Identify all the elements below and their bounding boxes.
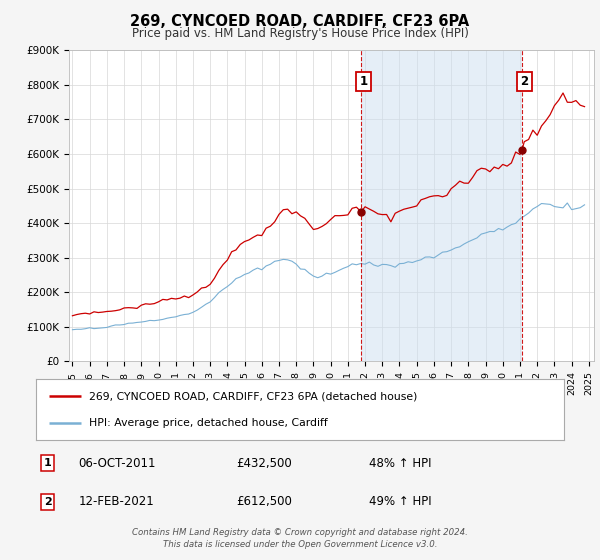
Text: This data is licensed under the Open Government Licence v3.0.: This data is licensed under the Open Gov… — [163, 540, 437, 549]
Text: 269, CYNCOED ROAD, CARDIFF, CF23 6PA (detached house): 269, CYNCOED ROAD, CARDIFF, CF23 6PA (de… — [89, 391, 417, 401]
Text: 1: 1 — [359, 75, 368, 88]
Text: 06-OCT-2011: 06-OCT-2011 — [78, 457, 156, 470]
Text: 49% ↑ HPI: 49% ↑ HPI — [368, 496, 431, 508]
Text: Price paid vs. HM Land Registry's House Price Index (HPI): Price paid vs. HM Land Registry's House … — [131, 27, 469, 40]
Bar — [361, 50, 522, 361]
Text: 1: 1 — [44, 458, 52, 468]
Text: 2: 2 — [44, 497, 52, 507]
Text: 2: 2 — [521, 75, 529, 88]
Text: £612,500: £612,500 — [236, 496, 293, 508]
Text: 12-FEB-2021: 12-FEB-2021 — [78, 496, 154, 508]
Text: 269, CYNCOED ROAD, CARDIFF, CF23 6PA: 269, CYNCOED ROAD, CARDIFF, CF23 6PA — [130, 14, 470, 29]
Text: 48% ↑ HPI: 48% ↑ HPI — [368, 457, 431, 470]
Text: £432,500: £432,500 — [236, 457, 292, 470]
Text: Contains HM Land Registry data © Crown copyright and database right 2024.: Contains HM Land Registry data © Crown c… — [132, 528, 468, 536]
Text: HPI: Average price, detached house, Cardiff: HPI: Average price, detached house, Card… — [89, 418, 328, 428]
